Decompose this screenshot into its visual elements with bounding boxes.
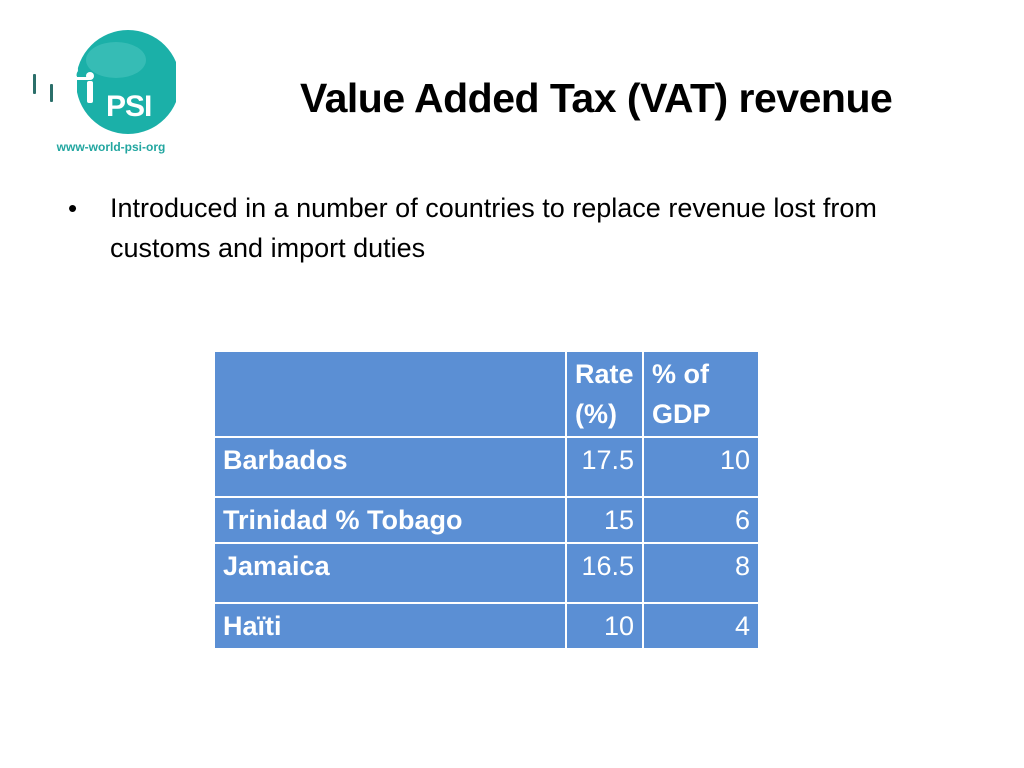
rate-cell: 16.5 [565, 542, 644, 604]
country-cell: Barbados [213, 436, 567, 498]
country-cell: Jamaica [213, 542, 567, 604]
table-row: Jamaica 16.5 8 [213, 542, 760, 604]
rate-cell: 15 [565, 496, 644, 544]
vat-table: Rate (%) % of GDP Barbados 17.5 10 Trini… [213, 350, 760, 650]
psi-logo: PSI www-world-psi-org [26, 30, 176, 160]
gdp-cell: 10 [642, 436, 760, 498]
header-rate: Rate (%) [565, 350, 644, 438]
gdp-cell: 6 [642, 496, 760, 544]
table-header-row: Rate (%) % of GDP [213, 350, 760, 438]
header-gdp: % of GDP [642, 350, 760, 438]
bullet-text: Introduced in a number of countries to r… [110, 193, 877, 263]
table-row: Barbados 17.5 10 [213, 436, 760, 498]
header-country [213, 350, 567, 438]
slide-title: Value Added Tax (VAT) revenue [300, 75, 893, 121]
logo-url-text: www-world-psi-org [56, 140, 166, 154]
logo-brand-text: PSI [106, 90, 152, 123]
gdp-cell: 8 [642, 542, 760, 604]
psi-globe-logo-icon [33, 30, 176, 134]
country-cell: Haïti [213, 602, 567, 650]
gdp-cell: 4 [642, 602, 760, 650]
country-cell: Trinidad % Tobago [213, 496, 567, 544]
rate-cell: 10 [565, 602, 644, 650]
rate-cell: 17.5 [565, 436, 644, 498]
bullet-marker: • [68, 193, 78, 223]
table-row: Trinidad % Tobago 15 6 [213, 496, 760, 544]
table-row: Haïti 10 4 [213, 602, 760, 650]
